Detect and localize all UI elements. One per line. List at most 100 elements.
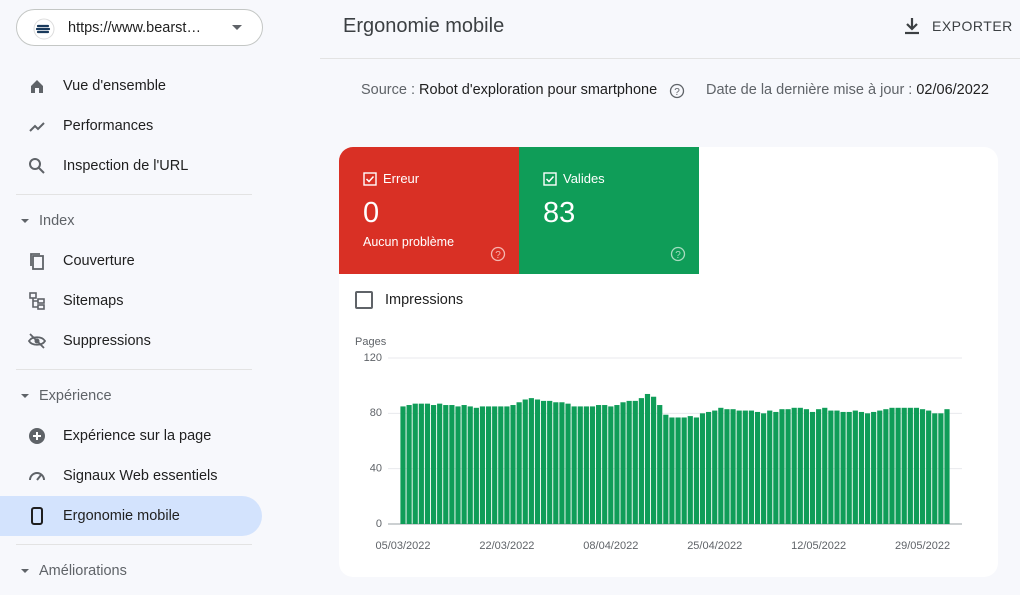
nav-item[interactable]: Expérience sur la page bbox=[63, 428, 212, 444]
bar bbox=[449, 405, 455, 524]
export-button[interactable]: EXPORTER bbox=[932, 18, 1013, 34]
bar bbox=[583, 406, 589, 524]
nav-item[interactable]: Ergonomie mobile bbox=[63, 508, 180, 524]
x-tick-label: 12/05/2022 bbox=[791, 540, 846, 552]
bar bbox=[595, 405, 602, 524]
tile-note: Aucun problème bbox=[363, 235, 455, 249]
source-line: Source : Robot d'exploration pour smartp… bbox=[361, 82, 657, 98]
divider bbox=[16, 544, 252, 545]
collapse-arrow bbox=[21, 219, 29, 223]
coverage-icon bbox=[30, 253, 44, 270]
bar bbox=[492, 406, 498, 524]
bar bbox=[455, 406, 461, 524]
bar bbox=[516, 402, 522, 524]
tile-label: Erreur bbox=[383, 171, 420, 186]
dropdown-arrow bbox=[232, 25, 242, 30]
bar bbox=[644, 393, 651, 524]
bar bbox=[724, 409, 730, 524]
bar bbox=[571, 406, 577, 524]
nav-item[interactable]: Performances bbox=[63, 118, 154, 134]
home-icon bbox=[31, 80, 43, 93]
nav-item[interactable]: Vue d'ensemble bbox=[63, 78, 166, 94]
bar bbox=[901, 407, 907, 524]
bar bbox=[754, 411, 761, 524]
bar bbox=[706, 411, 712, 524]
bar bbox=[816, 409, 822, 524]
x-tick-label: 22/03/2022 bbox=[479, 540, 534, 552]
bar bbox=[828, 410, 834, 524]
bar bbox=[767, 410, 773, 524]
performance-icon bbox=[29, 122, 45, 132]
valid-tile[interactable]: Valides 83 ? bbox=[519, 147, 699, 274]
bar bbox=[559, 402, 565, 524]
bar bbox=[534, 399, 541, 524]
bar bbox=[657, 405, 663, 524]
tile-checkbox bbox=[543, 172, 557, 186]
bar bbox=[681, 417, 687, 524]
section-title[interactable]: Améliorations bbox=[39, 563, 127, 579]
bar bbox=[553, 402, 559, 524]
checkbox-label[interactable]: Impressions bbox=[385, 292, 464, 308]
help-icon[interactable]: ? bbox=[670, 246, 686, 262]
property-url: https://www.bearst… bbox=[68, 20, 201, 36]
section-title[interactable]: Expérience bbox=[39, 388, 112, 404]
page-title: Ergonomie mobile bbox=[343, 15, 505, 37]
divider bbox=[16, 194, 252, 195]
bar bbox=[699, 413, 706, 524]
nav-item[interactable]: Inspection de l'URL bbox=[63, 158, 189, 174]
nav-item[interactable]: Signaux Web essentiels bbox=[63, 468, 218, 484]
property-selector[interactable]: https://www.bearst… bbox=[16, 9, 263, 46]
nav-item[interactable]: Suppressions bbox=[63, 333, 151, 349]
y-axis-label: Pages bbox=[355, 336, 387, 348]
date-label: Date de la dernière mise à jour : bbox=[706, 82, 913, 98]
section-title[interactable]: Index bbox=[39, 213, 75, 229]
help-icon[interactable]: ? bbox=[490, 246, 506, 262]
error-tile[interactable]: Erreur 0 Aucun problème ? bbox=[339, 147, 519, 274]
bar bbox=[803, 409, 810, 524]
bar bbox=[840, 411, 846, 524]
bar bbox=[919, 409, 926, 524]
bar bbox=[809, 411, 816, 524]
bar bbox=[761, 413, 767, 524]
bar bbox=[528, 398, 534, 524]
nav-item[interactable]: Couverture bbox=[63, 253, 135, 269]
bar bbox=[510, 405, 516, 524]
bar bbox=[864, 413, 871, 524]
tile-value: 83 bbox=[543, 197, 576, 229]
bar bbox=[877, 410, 883, 524]
bar bbox=[522, 399, 528, 524]
y-tick-label: 40 bbox=[370, 463, 382, 475]
y-tick-label: 120 bbox=[364, 352, 382, 364]
bar bbox=[485, 406, 492, 524]
bar bbox=[730, 409, 736, 524]
bar bbox=[473, 407, 479, 524]
x-tick-label: 25/04/2022 bbox=[687, 540, 742, 552]
help-icon[interactable]: ? bbox=[669, 83, 685, 99]
bar bbox=[620, 402, 626, 524]
bar bbox=[675, 417, 681, 524]
tile-checkbox bbox=[363, 172, 377, 186]
removals-icon bbox=[28, 333, 46, 349]
bar bbox=[547, 400, 553, 524]
checkbox[interactable] bbox=[355, 291, 373, 309]
bar bbox=[895, 407, 901, 524]
bar bbox=[852, 410, 858, 524]
download-icon bbox=[905, 18, 919, 35]
bar bbox=[834, 410, 840, 524]
bar bbox=[498, 406, 504, 524]
bar bbox=[907, 407, 913, 524]
bar bbox=[822, 407, 828, 524]
source-value: Robot d'exploration pour smartphone bbox=[419, 82, 658, 98]
property-icon bbox=[33, 18, 55, 40]
bar bbox=[742, 410, 748, 524]
bar bbox=[632, 400, 638, 524]
bar bbox=[577, 406, 583, 524]
nav-item[interactable]: Sitemaps bbox=[63, 293, 124, 309]
bar bbox=[626, 400, 632, 524]
page-experience-icon bbox=[29, 428, 45, 444]
bar bbox=[424, 403, 431, 524]
bar bbox=[913, 407, 920, 524]
bar bbox=[932, 413, 938, 524]
selected-highlight bbox=[0, 496, 262, 536]
sitemap-icon bbox=[29, 292, 45, 310]
